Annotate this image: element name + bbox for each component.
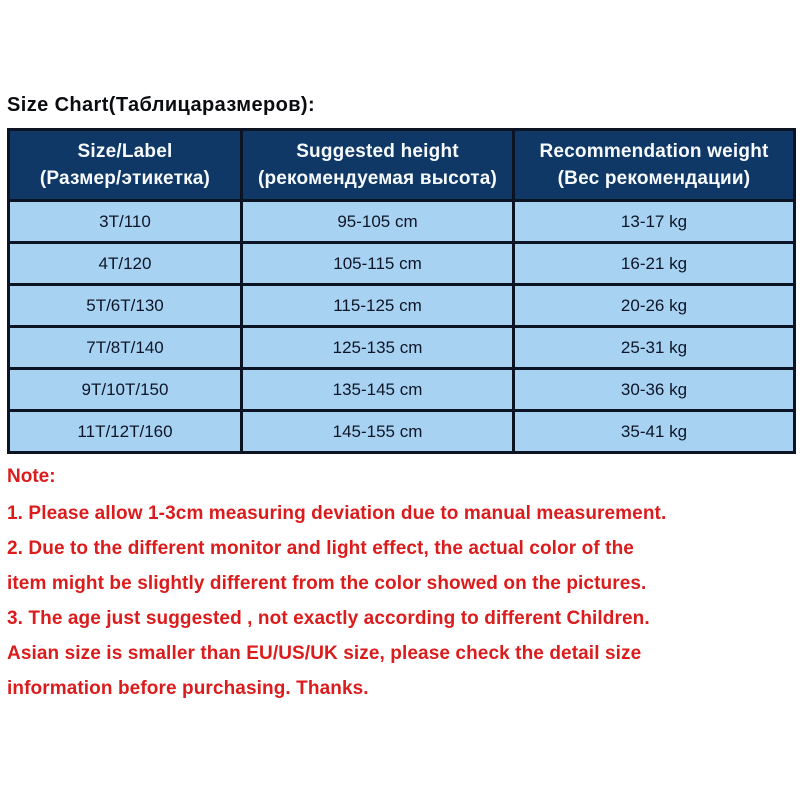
- table-row: 5T/6T/130 115-125 cm 20-26 kg: [7, 283, 796, 328]
- table-cell-size: 4T/120: [7, 241, 243, 286]
- table-cell-size: 3T/110: [7, 199, 243, 244]
- table-cell-height: 135-145 cm: [240, 367, 515, 412]
- table-cell-weight: 13-17 kg: [512, 199, 796, 244]
- header-ru: (Размер/этикетка): [39, 168, 211, 189]
- table-cell-weight: 25-31 kg: [512, 325, 796, 370]
- table-cell-size: 9T/10T/150: [7, 367, 243, 412]
- table-cell-height: 95-105 cm: [240, 199, 515, 244]
- header-cell-recommendation-weight: Recommendation weight (Вес рекомендации): [512, 128, 796, 202]
- notes-section: Note: 1. Please allow 1-3cm measuring de…: [7, 462, 793, 706]
- header-cell-suggested-height: Suggested height (рекомендуемая высота): [240, 128, 515, 202]
- page-title: Size Chart(Таблицаразмеров):: [7, 94, 316, 116]
- table-cell-size: 5T/6T/130: [7, 283, 243, 328]
- header-en: Suggested height: [296, 141, 459, 162]
- table-cell-weight: 16-21 kg: [512, 241, 796, 286]
- table-cell-size: 7T/8T/140: [7, 325, 243, 370]
- table-row: 4T/120 105-115 cm 16-21 kg: [7, 241, 796, 286]
- note-line: information before purchasing. Thanks.: [7, 678, 369, 699]
- table-cell-weight: 20-26 kg: [512, 283, 796, 328]
- header-en: Recommendation weight: [539, 141, 769, 162]
- header-ru: (рекомендуемая высота): [257, 168, 498, 189]
- table-cell-weight: 30-36 kg: [512, 367, 796, 412]
- table-cell-height: 145-155 cm: [240, 409, 515, 454]
- table-cell-size: 11T/12T/160: [7, 409, 243, 454]
- table-row: 7T/8T/140 125-135 cm 25-31 kg: [7, 325, 796, 370]
- header-cell-size-label: Size/Label (Размер/этикетка): [7, 128, 243, 202]
- table-cell-height: 105-115 cm: [240, 241, 515, 286]
- note-line: 1. Please allow 1-3cm measuring deviatio…: [7, 503, 667, 524]
- note-line: Asian size is smaller than EU/US/UK size…: [7, 643, 642, 664]
- table-row: 3T/110 95-105 cm 13-17 kg: [7, 199, 796, 244]
- note-line: 3. The age just suggested , not exactly …: [7, 608, 650, 629]
- table-row: 9T/10T/150 135-145 cm 30-36 kg: [7, 367, 796, 412]
- header-en: Size/Label: [77, 141, 173, 162]
- table-row: 11T/12T/160 145-155 cm 35-41 kg: [7, 409, 796, 454]
- table-cell-weight: 35-41 kg: [512, 409, 796, 454]
- table-header-row: Size/Label (Размер/этикетка) Suggested h…: [7, 128, 796, 202]
- note-line: 2. Due to the different monitor and ligh…: [7, 538, 634, 559]
- table-cell-height: 125-135 cm: [240, 325, 515, 370]
- table-cell-height: 115-125 cm: [240, 283, 515, 328]
- size-chart-table: Size/Label (Размер/этикетка) Suggested h…: [7, 128, 796, 454]
- header-ru: (Вес рекомендации): [557, 168, 751, 189]
- note-title: Note:: [7, 466, 56, 487]
- note-line: item might be slightly different from th…: [7, 573, 647, 594]
